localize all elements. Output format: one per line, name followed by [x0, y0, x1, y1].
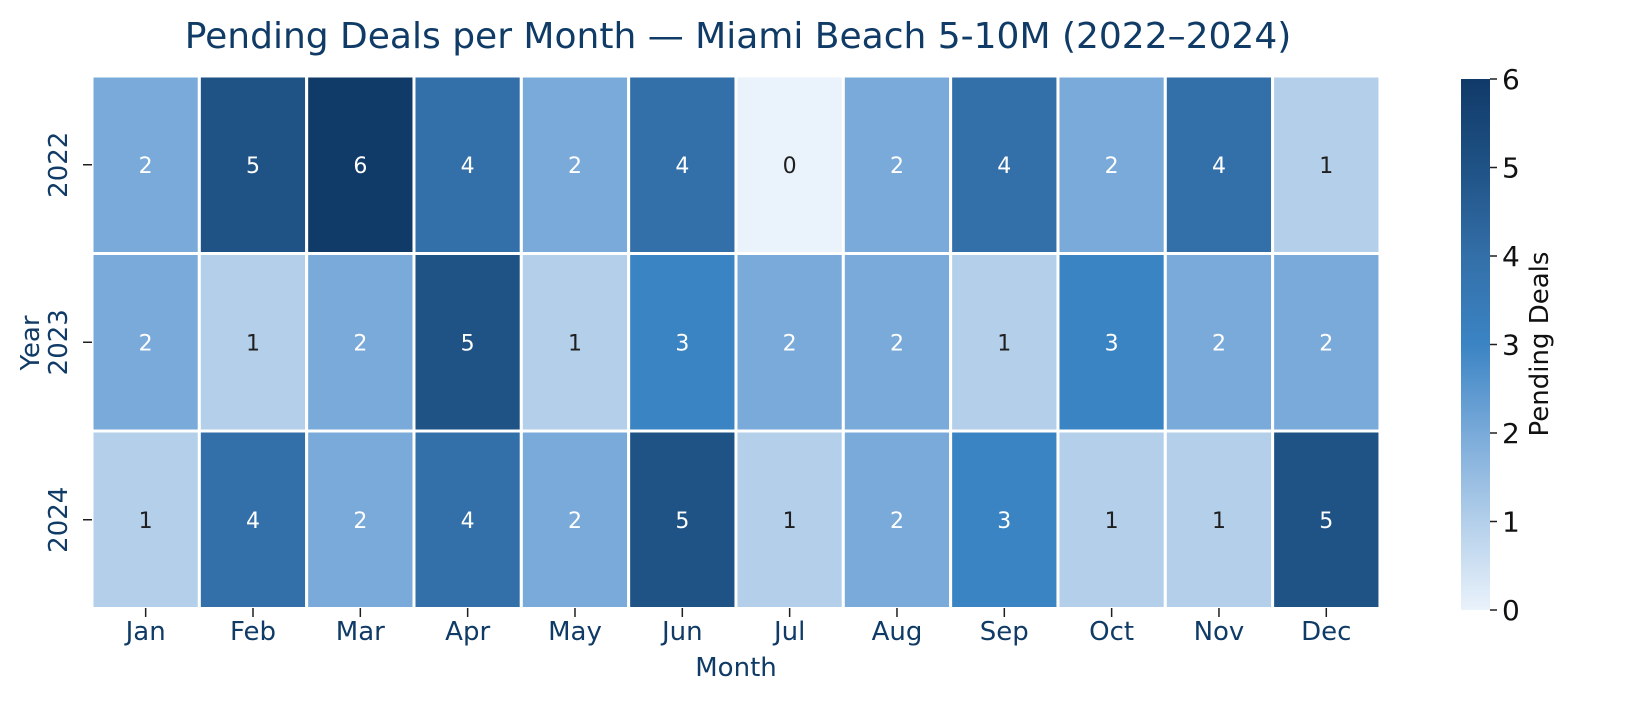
heatmap-cell-2022-Oct — [1056, 74, 1167, 255]
heatmap-cell-value-2023-Apr: 5 — [461, 331, 475, 356]
heatmap-cells — [90, 74, 1382, 610]
x-tick-label-May: May — [548, 617, 602, 647]
heatmap-cell-value-2024-Jun: 5 — [675, 509, 689, 534]
heatmap-cell-value-2024-May: 2 — [568, 509, 582, 534]
heatmap-cell-value-2022-Oct: 2 — [1105, 154, 1119, 179]
y-axis: 2022 2023 2024 — [44, 132, 92, 553]
x-axis-label: Month — [695, 653, 777, 683]
heatmap-cell-value-2023-Feb: 1 — [246, 331, 260, 356]
x-tick-label-Oct: Oct — [1089, 617, 1134, 647]
heatmap-cell-2023-May — [519, 252, 631, 433]
heatmap-cell-value-2024-Apr: 4 — [461, 509, 475, 534]
x-tick-label-Jul: Jul — [772, 617, 805, 647]
heatmap-cell-2023-Apr — [412, 252, 523, 433]
heatmap-cell-value-2024-Aug: 2 — [890, 509, 904, 534]
heatmap-cell-value-2022-Apr: 4 — [461, 154, 475, 179]
heatmap-cell-2023-Feb — [197, 252, 309, 433]
heatmap-cell-value-2022-Aug: 2 — [890, 154, 904, 179]
heatmap-cell-value-2024-Dec: 5 — [1319, 509, 1333, 534]
heatmap-cell-labels: 2 5 6 4 2 4 0 2 4 2 4 1 2 1 2 5 1 3 2 2 1 3 2 2 1 4 2 4 2 5 1 2 3 1 1 5 — [139, 154, 1334, 534]
heatmap-cell-value-2024-Oct: 1 — [1105, 509, 1119, 534]
heatmap-cell-2023-Nov — [1163, 252, 1275, 433]
heatmap-cell-2024-Mar — [305, 429, 416, 610]
colorbar-tick-label-1: 1 — [1502, 506, 1520, 539]
heatmap-cell-2022-Jan — [90, 74, 201, 255]
heatmap-cell-2022-Aug — [841, 74, 953, 255]
x-tick-label-Sep: Sep — [980, 617, 1029, 647]
heatmap-cell-value-2022-Sep: 4 — [997, 154, 1011, 179]
heatmap-cell-2022-Jun — [627, 74, 738, 255]
heatmap-cell-2023-Sep — [949, 252, 1060, 433]
x-tick-label-Dec: Dec — [1301, 617, 1351, 647]
heatmap-cell-2024-Apr — [412, 429, 523, 610]
heatmap-cell-value-2023-Jul: 2 — [783, 331, 797, 356]
heatmap-cell-value-2022-Feb: 5 — [246, 154, 260, 179]
heatmap-cell-2024-May — [519, 429, 631, 610]
heatmap-cell-value-2022-Jul: 0 — [783, 154, 797, 179]
y-tick-label-2023: 2023 — [44, 309, 74, 375]
heatmap-cell-value-2022-Jan: 2 — [139, 154, 153, 179]
heatmap-cell-value-2022-Mar: 6 — [353, 154, 367, 179]
heatmap-cell-value-2022-May: 2 — [568, 154, 582, 179]
colorbar-tick-label-6: 6 — [1502, 63, 1520, 96]
heatmap-cell-2022-Dec — [1271, 74, 1382, 255]
heatmap-cell-value-2023-Dec: 2 — [1319, 331, 1333, 356]
heatmap-cell-value-2022-Jun: 4 — [675, 154, 689, 179]
heatmap-cell-value-2023-Aug: 2 — [890, 331, 904, 356]
heatmap-cell-2023-Oct — [1056, 252, 1167, 433]
heatmap-cell-2024-Dec — [1271, 429, 1382, 610]
heatmap-cell-value-2022-Nov: 4 — [1212, 154, 1226, 179]
heatmap-cell-value-2023-Nov: 2 — [1212, 331, 1226, 356]
heatmap-cell-value-2024-Nov: 1 — [1212, 509, 1226, 534]
heatmap-cell-2023-Jun — [627, 252, 738, 433]
heatmap-cell-value-2023-Mar: 2 — [353, 331, 367, 356]
colorbar-tick-label-4: 4 — [1502, 240, 1520, 273]
x-tick-label-Jun: Jun — [660, 617, 703, 647]
heatmap-cell-value-2023-Jan: 2 — [139, 331, 153, 356]
chart-title: Pending Deals per Month — Miami Beach 5-… — [185, 16, 1292, 57]
x-tick-label-Apr: Apr — [445, 617, 490, 647]
heatmap-cell-value-2024-Jan: 1 — [139, 509, 153, 534]
colorbar-gradient — [1461, 79, 1490, 610]
x-tick-label-Jan: Jan — [124, 617, 166, 647]
x-tick-label-Mar: Mar — [336, 617, 385, 647]
colorbar-ticks: 0 1 2 3 4 5 6 — [1490, 63, 1520, 627]
colorbar-tick-label-0: 0 — [1502, 594, 1520, 627]
heatmap-cell-value-2024-Feb: 4 — [246, 509, 260, 534]
heatmap-cell-2024-Jul — [734, 429, 845, 610]
heatmap-cell-value-2024-Mar: 2 — [353, 509, 367, 534]
x-axis: Jan Feb Mar Apr May Jun Jul Aug Sep Oct Nov Dec — [124, 608, 1351, 647]
x-tick-label-Feb: Feb — [230, 617, 276, 647]
heatmap-cell-2023-Jul — [734, 252, 845, 433]
y-tick-label-2022: 2022 — [44, 132, 74, 198]
y-axis-label: Year — [16, 315, 46, 371]
heatmap-cell-value-2023-Sep: 1 — [997, 331, 1011, 356]
colorbar: 0 1 2 3 4 5 6 Pending Deals — [1461, 63, 1555, 627]
heatmap-cell-2022-Feb — [197, 74, 309, 255]
colorbar-tick-label-3: 3 — [1502, 329, 1520, 362]
colorbar-label: Pending Deals — [1525, 252, 1555, 437]
heatmap-cell-value-2024-Sep: 3 — [997, 509, 1011, 534]
colorbar-tick-label-5: 5 — [1502, 152, 1520, 185]
x-tick-label-Aug: Aug — [872, 617, 923, 647]
colorbar-tick-label-2: 2 — [1502, 417, 1520, 450]
heatmap-cell-value-2023-May: 1 — [568, 331, 582, 356]
x-tick-label-Nov: Nov — [1194, 617, 1245, 647]
heatmap-cell-2023-Aug — [841, 252, 953, 433]
heatmap-cell-value-2023-Jun: 3 — [675, 331, 689, 356]
heatmap-cell-value-2022-Dec: 1 — [1319, 154, 1333, 179]
heatmap-cell-value-2024-Jul: 1 — [783, 509, 797, 534]
heatmap-cell-value-2023-Oct: 3 — [1105, 331, 1119, 356]
y-tick-label-2024: 2024 — [44, 487, 74, 553]
heatmap-cell-2023-Dec — [1271, 252, 1382, 433]
